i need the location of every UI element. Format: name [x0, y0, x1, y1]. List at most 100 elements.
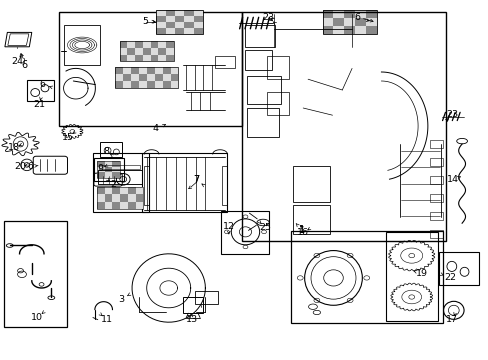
Bar — [139, 81, 146, 88]
Bar — [246, 108, 278, 137]
Bar — [120, 55, 127, 61]
Bar — [354, 10, 365, 18]
Text: 24: 24 — [11, 57, 23, 66]
Bar — [97, 194, 104, 202]
Bar — [120, 41, 173, 61]
Bar — [245, 25, 274, 47]
Bar — [175, 10, 184, 16]
Bar — [184, 28, 193, 34]
Bar — [322, 26, 333, 34]
Bar — [170, 67, 178, 74]
Bar — [221, 211, 268, 254]
Bar — [135, 48, 142, 55]
Bar — [127, 187, 135, 194]
Bar — [135, 194, 143, 202]
Bar — [130, 81, 139, 88]
Text: 6: 6 — [353, 13, 359, 22]
Bar — [215, 56, 234, 68]
Bar — [59, 12, 242, 126]
Bar — [175, 16, 184, 22]
Bar — [386, 232, 437, 321]
Text: 18: 18 — [8, 143, 20, 152]
Bar — [322, 10, 333, 18]
Bar — [127, 41, 135, 48]
Text: 15: 15 — [61, 133, 73, 142]
Text: 1: 1 — [299, 225, 305, 235]
Bar — [120, 187, 127, 194]
Bar — [175, 28, 184, 34]
Bar — [162, 81, 170, 88]
Bar — [97, 187, 104, 194]
Bar — [4, 221, 67, 327]
Text: 9: 9 — [98, 164, 103, 173]
Bar — [162, 67, 170, 74]
Bar — [142, 41, 150, 48]
Bar — [193, 10, 203, 16]
Bar — [120, 41, 127, 48]
Bar — [135, 41, 142, 48]
Text: 21: 21 — [33, 100, 45, 109]
Bar — [162, 74, 170, 81]
Bar — [183, 297, 203, 313]
Bar — [94, 158, 123, 181]
Bar — [170, 81, 178, 88]
Bar — [365, 10, 376, 18]
Bar — [112, 194, 120, 202]
Bar — [184, 22, 193, 28]
Bar — [438, 252, 478, 285]
Text: 6: 6 — [27, 162, 33, 171]
Bar — [184, 10, 193, 16]
Bar — [104, 187, 112, 194]
Text: 3: 3 — [118, 295, 124, 304]
Bar — [115, 67, 122, 74]
Bar — [112, 172, 120, 178]
Text: 8: 8 — [103, 148, 109, 156]
Bar — [344, 10, 354, 18]
Bar — [333, 10, 344, 18]
Bar — [135, 187, 143, 194]
Bar — [112, 161, 120, 167]
Text: 22: 22 — [444, 274, 455, 282]
Bar — [142, 55, 150, 61]
Text: 4: 4 — [152, 124, 158, 133]
Bar — [104, 161, 112, 167]
Text: 25: 25 — [259, 223, 271, 232]
Bar — [127, 194, 135, 202]
Bar — [156, 28, 165, 34]
Bar — [142, 153, 227, 212]
Text: 10: 10 — [31, 313, 43, 322]
Bar — [127, 48, 135, 55]
Bar — [104, 194, 112, 202]
Bar — [193, 28, 203, 34]
Bar — [429, 140, 442, 148]
Bar — [193, 22, 203, 28]
Bar — [139, 74, 146, 81]
Bar — [150, 55, 158, 61]
Bar — [293, 205, 329, 234]
Bar — [156, 16, 165, 22]
Bar — [112, 187, 120, 194]
Bar — [165, 28, 175, 34]
Bar — [333, 18, 344, 26]
Bar — [154, 81, 162, 88]
Bar — [97, 172, 104, 178]
Bar — [429, 158, 442, 166]
Bar — [97, 161, 120, 178]
Bar — [122, 74, 130, 81]
Bar — [98, 170, 142, 184]
Bar — [322, 18, 333, 26]
Bar — [122, 81, 130, 88]
Bar — [175, 22, 184, 28]
Bar — [100, 142, 122, 157]
Bar — [144, 166, 149, 205]
Bar — [146, 81, 154, 88]
Bar — [266, 56, 288, 79]
Bar — [127, 202, 135, 209]
Bar — [193, 16, 203, 22]
Bar — [222, 166, 227, 205]
Bar — [242, 12, 446, 241]
Bar — [135, 55, 142, 61]
Bar — [158, 55, 165, 61]
Text: 13: 13 — [186, 315, 198, 324]
Bar — [156, 22, 165, 28]
